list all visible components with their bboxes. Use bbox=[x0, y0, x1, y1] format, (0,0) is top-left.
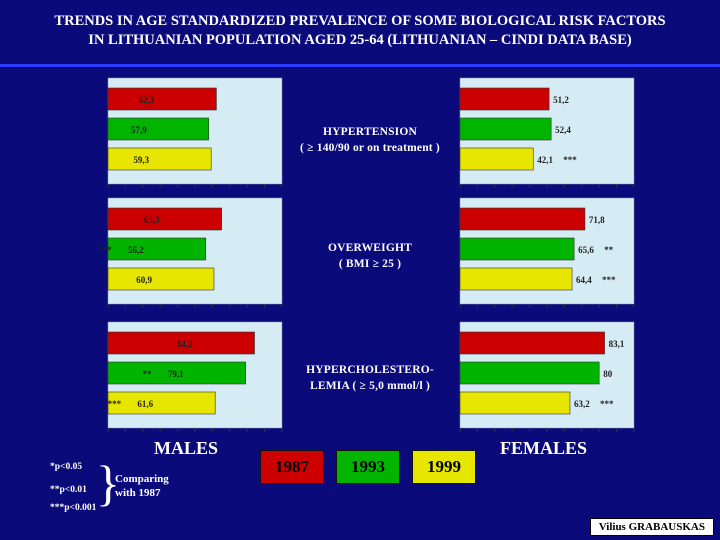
data-label-hypertension-males-1993: 57,9 bbox=[131, 125, 147, 135]
sig-marker-hypercholesterolemia-males-1999: *** bbox=[108, 399, 122, 409]
panel-label-hypertension-line1: HYPERTENSION bbox=[322, 126, 417, 138]
data-label-hypertension-males-1999: 59,3 bbox=[133, 155, 149, 165]
bar-overweight-males-1987 bbox=[107, 207, 222, 231]
legend-1987: 1987 bbox=[260, 450, 324, 484]
sig-marker-overweight-males-1993: *** bbox=[98, 245, 112, 255]
data-label-overweight-females-1999: 64,4 bbox=[576, 275, 592, 285]
panel-label-overweight-line1: OVERWEIGHT bbox=[327, 242, 413, 254]
bar-hypercholesterolemia-males-1999 bbox=[107, 391, 216, 415]
bar-hypertension-males-1993 bbox=[107, 117, 210, 141]
panel-label-hypertension-line2: ( ≥ 140/90 or on treatment ) bbox=[300, 142, 440, 154]
legend-1999-label: 1999 bbox=[427, 457, 461, 476]
author-badge: Vilius GRABAUSKAS bbox=[589, 518, 714, 536]
bar-hypercholesterolemia-females-1987 bbox=[459, 331, 605, 355]
legend-1993-label: 1993 bbox=[351, 457, 385, 476]
bar-overweight-females-1987 bbox=[459, 207, 586, 231]
data-label-hypercholesterolemia-females-1993: 80 bbox=[603, 369, 613, 379]
bar-hypercholesterolemia-females-1993 bbox=[459, 361, 600, 385]
data-label-overweight-males-1999: 60,9 bbox=[136, 275, 152, 285]
data-label-hypertension-females-1993: 52,4 bbox=[555, 125, 571, 135]
bar-overweight-males-1993 bbox=[107, 237, 207, 261]
significance-note-3: ***p<0.001 bbox=[50, 503, 97, 513]
panel-label-overweight: OVERWEIGHT ( BMI ≥ 25 ) bbox=[270, 240, 470, 272]
sig-marker-hypercholesterolemia-females-1999: *** bbox=[600, 399, 614, 409]
bar-overweight-females-1993 bbox=[459, 237, 575, 261]
bar-hypertension-females-1993 bbox=[459, 117, 552, 141]
data-label-hypertension-females-1987: 51,2 bbox=[553, 95, 569, 105]
bar-hypertension-males-1987 bbox=[107, 87, 217, 111]
bar-hypercholesterolemia-males-1993 bbox=[107, 361, 246, 385]
legend-1999: 1999 bbox=[412, 450, 476, 484]
bar-hypertension-males-1999 bbox=[107, 147, 212, 171]
significance-note-1: *p<0.05 bbox=[50, 462, 83, 472]
females-label: FEMALES bbox=[500, 438, 588, 458]
sig-marker-hypertension-females-1999: *** bbox=[563, 155, 577, 165]
data-label-hypercholesterolemia-females-1987: 83,1 bbox=[609, 339, 625, 349]
bar-hypercholesterolemia-females-1999 bbox=[459, 391, 571, 415]
bar-hypertension-females-1987 bbox=[459, 87, 550, 111]
chart-title: TRENDS IN AGE STANDARDIZED PREVALENCE OF… bbox=[0, 12, 720, 50]
significance-note-2: **p<0.01 bbox=[50, 485, 87, 495]
panel-label-hypertension: HYPERTENSION ( ≥ 140/90 or on treatment … bbox=[270, 124, 470, 156]
panel-label-hypercholesterolemia: HYPERCHOLESTERO- LEMIA ( ≥ 5,0 mmol/l ) bbox=[270, 362, 470, 394]
males-label: MALES bbox=[154, 438, 219, 458]
comparing-note-line2: with 1987 bbox=[115, 487, 161, 499]
data-label-hypercholesterolemia-females-1999: 63,2 bbox=[574, 399, 590, 409]
data-label-hypertension-males-1987: 62,3 bbox=[139, 95, 155, 105]
panel-label-hypercholesterolemia-line2: LEMIA ( ≥ 5,0 mmol/l ) bbox=[310, 380, 430, 392]
sig-marker-overweight-females-1993: ** bbox=[604, 245, 614, 255]
bar-overweight-females-1999 bbox=[459, 267, 573, 291]
bar-hypertension-females-1999 bbox=[459, 147, 534, 171]
comparing-note-line1: Comparing bbox=[115, 473, 169, 485]
brace-icon: } bbox=[96, 455, 120, 511]
bar-hypercholesterolemia-males-1987 bbox=[107, 331, 255, 355]
data-label-hypercholesterolemia-males-1987: 84,2 bbox=[177, 339, 193, 349]
legend-1987-label: 1987 bbox=[275, 457, 309, 476]
data-label-overweight-males-1987: 65,3 bbox=[144, 215, 160, 225]
sig-marker-hypercholesterolemia-males-1993: ** bbox=[143, 369, 153, 379]
data-label-hypertension-females-1999: 42,1 bbox=[537, 155, 553, 165]
panel-label-hypercholesterolemia-line1: HYPERCHOLESTERO- bbox=[306, 364, 434, 376]
panel-label-overweight-line2: ( BMI ≥ 25 ) bbox=[338, 258, 402, 270]
data-label-overweight-females-1993: 65,6 bbox=[578, 245, 594, 255]
bar-overweight-males-1999 bbox=[107, 267, 215, 291]
title-line-2: IN LITHUANIAN POPULATION AGED 25-64 (LIT… bbox=[88, 32, 632, 48]
title-divider bbox=[0, 64, 720, 67]
data-label-hypercholesterolemia-males-1999: 61,6 bbox=[137, 399, 153, 409]
legend-1993: 1993 bbox=[336, 450, 400, 484]
data-label-hypercholesterolemia-males-1993: 79,1 bbox=[168, 369, 184, 379]
data-label-overweight-males-1993: 56,2 bbox=[128, 245, 144, 255]
title-line-1: TRENDS IN AGE STANDARDIZED PREVALENCE OF… bbox=[54, 13, 666, 29]
sig-marker-overweight-females-1999: *** bbox=[602, 275, 616, 285]
comparing-note: Comparing with 1987 bbox=[115, 472, 169, 500]
data-label-overweight-females-1987: 71,8 bbox=[589, 215, 605, 225]
